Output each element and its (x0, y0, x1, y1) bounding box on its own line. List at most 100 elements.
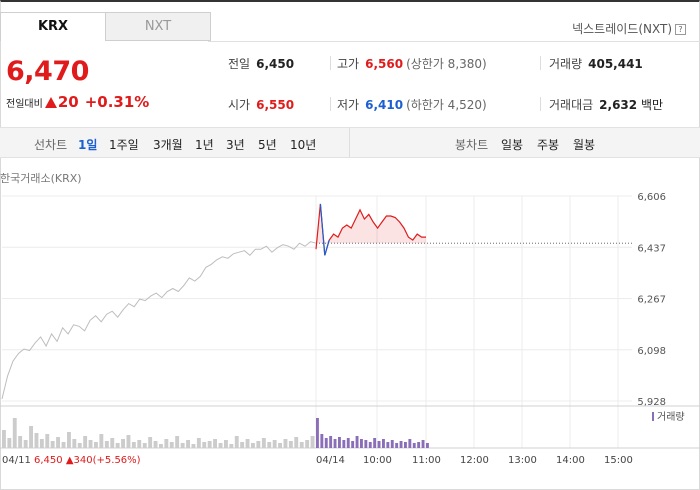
stat-value: 6,450 (256, 57, 295, 71)
stat-label: 시가 (228, 98, 251, 112)
stat-value: 6,550 (256, 98, 295, 112)
today-dip-line (319, 203, 330, 256)
tab-divider (208, 41, 700, 42)
volume-bar (159, 444, 163, 448)
period-1y[interactable]: 1년 (195, 138, 214, 152)
volume-bar (373, 438, 377, 448)
volume-bar (153, 441, 158, 448)
volume-bar (364, 440, 368, 448)
period-10y[interactable]: 10년 (290, 138, 317, 152)
candle-chart-label: 봉차트 (455, 138, 489, 152)
volume-bar (278, 443, 282, 448)
volume-bar (288, 441, 293, 448)
volume-bar (34, 433, 39, 448)
volume-bar (342, 440, 346, 448)
volume-bar (224, 440, 228, 448)
today-area (316, 203, 426, 244)
help-icon[interactable]: ? (675, 24, 686, 35)
volume-bar (329, 436, 333, 448)
volume-bar (272, 440, 277, 448)
volume-bar (29, 426, 33, 448)
stat-low: 저가 6,410 (하한가 4,520) (337, 96, 487, 113)
volume-bar (131, 442, 136, 448)
prev-change: ▲340 (65, 455, 93, 466)
volume-bar (164, 439, 169, 448)
candle-daily[interactable]: 일봉 (501, 138, 524, 152)
stat-sub: (하한가 4,520) (406, 98, 487, 112)
volume-bar (77, 443, 82, 448)
period-3m[interactable]: 3개월 (153, 138, 183, 152)
x-tick-label: 13:00 (508, 455, 537, 466)
stat-label: 전일 (228, 57, 251, 71)
x-tick-label: 12:00 (460, 455, 489, 466)
tab-nxt[interactable]: NXT (105, 12, 211, 41)
nxt-info-link[interactable]: 넥스트레이드(NXT)? (572, 20, 686, 37)
volume-bar (110, 438, 115, 448)
prev-day-summary: 04/11 6,450 ▲340(+5.56%) (2, 455, 141, 466)
tab-krx[interactable]: KRX (0, 12, 106, 41)
prev-day-line (1, 241, 317, 400)
volume-bar (175, 436, 180, 448)
volume-bar (121, 439, 125, 448)
volume-bar (324, 438, 328, 448)
volume-bar (18, 436, 23, 448)
volume-bar (377, 441, 381, 448)
volume-bar (186, 440, 190, 448)
stat-unit: 백만 (640, 98, 664, 112)
volume-bar (207, 441, 212, 448)
chart-source-label: 한국거래소(KRX) (0, 172, 82, 185)
volume-bar (169, 442, 174, 448)
y-tick-label: 6,267 (637, 295, 666, 306)
volume-bar (137, 440, 142, 448)
volume-bar (382, 439, 385, 448)
x-tick-label: 10:00 (363, 455, 392, 466)
volume-bar (267, 442, 272, 448)
y-tick-label: 5,928 (637, 397, 666, 408)
y-tick-label: 6,606 (637, 192, 666, 203)
volume-bar (261, 438, 266, 448)
prev-change-pct: (+5.56%) (92, 455, 141, 466)
period-1w[interactable]: 1주일 (109, 138, 139, 152)
volume-bar (72, 439, 77, 448)
x-tick-label: 14:00 (556, 455, 585, 466)
volume-bar (351, 441, 355, 448)
stat-amount: 거래대금 2,632 백만 (549, 96, 663, 113)
change-amount: 20 (57, 93, 79, 111)
volume-bar (2, 430, 6, 448)
volume-bar (218, 443, 223, 448)
volume-bar (245, 439, 250, 448)
stat-divider (330, 97, 331, 111)
volume-bar (99, 434, 104, 448)
volume-bar (23, 440, 28, 448)
volume-bar (39, 439, 44, 448)
volume-bar (196, 438, 201, 448)
volume-bar (191, 444, 196, 448)
y-tick-label: 6,098 (637, 346, 666, 357)
volume-bar (256, 441, 261, 448)
period-3y[interactable]: 3년 (226, 138, 245, 152)
today-line (315, 203, 426, 256)
stat-label: 고가 (337, 57, 360, 71)
stat-sub: (상한가 8,380) (406, 57, 487, 71)
stat-divider (540, 97, 541, 111)
volume-bar (412, 443, 416, 448)
period-5y[interactable]: 5년 (258, 138, 277, 152)
volume-bar (45, 434, 50, 448)
y-tick-label: 6,437 (637, 243, 666, 254)
volume-bar (386, 442, 390, 448)
volume-bar (148, 437, 153, 448)
change-label: 전일대비 (6, 99, 43, 110)
period-bar: 선차트 1일 1주일 3개월 1년 3년 5년 10년 봉차트 일봉 주봉 월봉 (0, 127, 700, 158)
volume-legend-swatch (652, 412, 654, 421)
stat-value: 405,441 (588, 57, 643, 71)
price-chart[interactable]: 6,606 6,437 6,267 6,098 5,928 거래량 (0, 180, 700, 455)
candle-weekly[interactable]: 주봉 (537, 138, 560, 152)
volume-bar (395, 443, 399, 448)
up-arrow-icon (44, 97, 57, 108)
period-1d[interactable]: 1일 (78, 138, 98, 152)
volume-bar (417, 442, 421, 448)
candle-monthly[interactable]: 월봉 (573, 138, 596, 152)
volume-bar (12, 418, 17, 448)
line-chart-label: 선차트 (34, 138, 68, 152)
volume-bar (421, 440, 425, 448)
